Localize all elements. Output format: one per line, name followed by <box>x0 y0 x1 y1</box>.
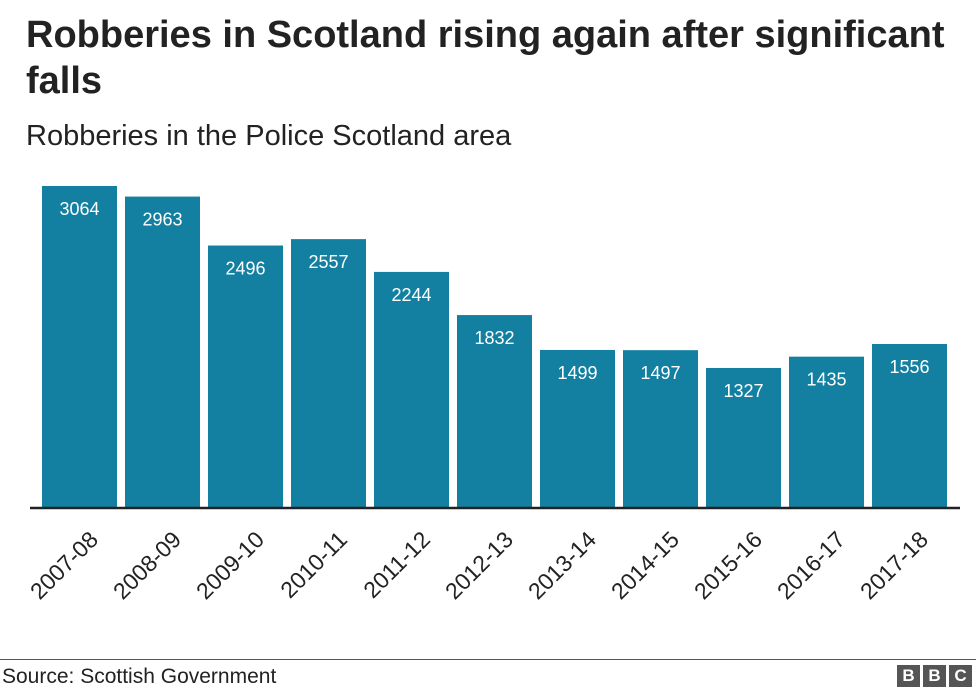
bar-2008-09 <box>125 196 200 507</box>
x-tick-label: 2007-08 <box>25 526 103 604</box>
x-tick-label: 2013-14 <box>523 526 601 604</box>
bar-2014-15 <box>623 350 698 507</box>
source-note: Source: Scottish Government <box>2 665 277 688</box>
bar-2009-10 <box>208 245 283 507</box>
bar-2011-12 <box>374 271 449 507</box>
bbc-logo: B B C <box>897 665 972 687</box>
bbc-logo-letter-c: C <box>949 665 972 687</box>
bar-value-label: 2557 <box>308 252 348 272</box>
x-tick-label: 2014-15 <box>606 526 684 604</box>
bar-2015-16 <box>706 367 781 507</box>
bar-2010-11 <box>291 239 366 508</box>
x-tick-label: 2010-11 <box>275 526 352 603</box>
x-tick-label: 2017-18 <box>855 526 933 604</box>
footer-divider <box>0 659 976 660</box>
bar-2007-08 <box>42 186 117 507</box>
bar-value-label: 2244 <box>391 285 431 305</box>
bar-value-label: 3064 <box>59 199 99 219</box>
x-tick-label: 2012-13 <box>440 526 518 604</box>
x-tick-label: 2009-10 <box>191 526 269 604</box>
bar-chart: 3064 2007-08 2963 2008-09 2496 2009-10 2557 201… <box>25 186 960 604</box>
bar-value-label: 1499 <box>557 363 597 383</box>
chart-title: Robberies in Scotland rising again after… <box>26 14 945 102</box>
bar-2017-18 <box>872 343 947 507</box>
bar-value-label: 1497 <box>640 363 680 383</box>
bar-2016-17 <box>789 356 864 507</box>
bar-value-label: 1556 <box>889 357 929 377</box>
x-tick-label: 2016-17 <box>772 526 850 604</box>
bar-value-label: 1832 <box>474 328 514 348</box>
x-tick-label: 2011-12 <box>358 526 435 603</box>
bar-value-label: 2963 <box>142 210 182 230</box>
bar-2012-13 <box>457 315 532 507</box>
bar-value-label: 2496 <box>225 259 265 279</box>
x-tick-label: 2008-09 <box>108 526 186 604</box>
bar-value-label: 1435 <box>806 370 846 390</box>
bbc-logo-letter-b1: B <box>897 665 920 687</box>
bar-2013-14 <box>540 349 615 507</box>
chart-subtitle: Robberies in the Police Scotland area <box>26 120 512 152</box>
bbc-logo-letter-b2: B <box>923 665 946 687</box>
bar-value-label: 1327 <box>723 381 763 401</box>
x-tick-label: 2015-16 <box>689 526 767 604</box>
